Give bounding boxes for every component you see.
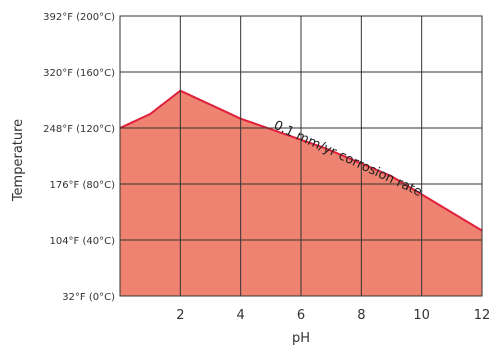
y-tick-label: 320°F (160°C) [43, 68, 115, 79]
x-tick-label: 8 [357, 308, 365, 323]
x-tick-label: 6 [297, 308, 305, 323]
y-tick-label: 32°F (0°C) [62, 292, 115, 303]
y-tick-label: 392°F (200°C) [43, 12, 115, 23]
plot-border [119, 15, 483, 297]
x-tick-label: 4 [237, 308, 245, 323]
y-axis-title: Temperature [11, 119, 26, 202]
x-tick-label: 12 [474, 308, 491, 323]
y-tick-label: 104°F (40°C) [49, 236, 115, 247]
x-tick-label: 10 [413, 308, 430, 323]
x-tick-label: 2 [176, 308, 184, 323]
x-axis-title: pH [292, 331, 310, 346]
y-tick-label: 176°F (80°C) [49, 180, 115, 191]
y-tick-label: 248°F (120°C) [43, 124, 115, 135]
